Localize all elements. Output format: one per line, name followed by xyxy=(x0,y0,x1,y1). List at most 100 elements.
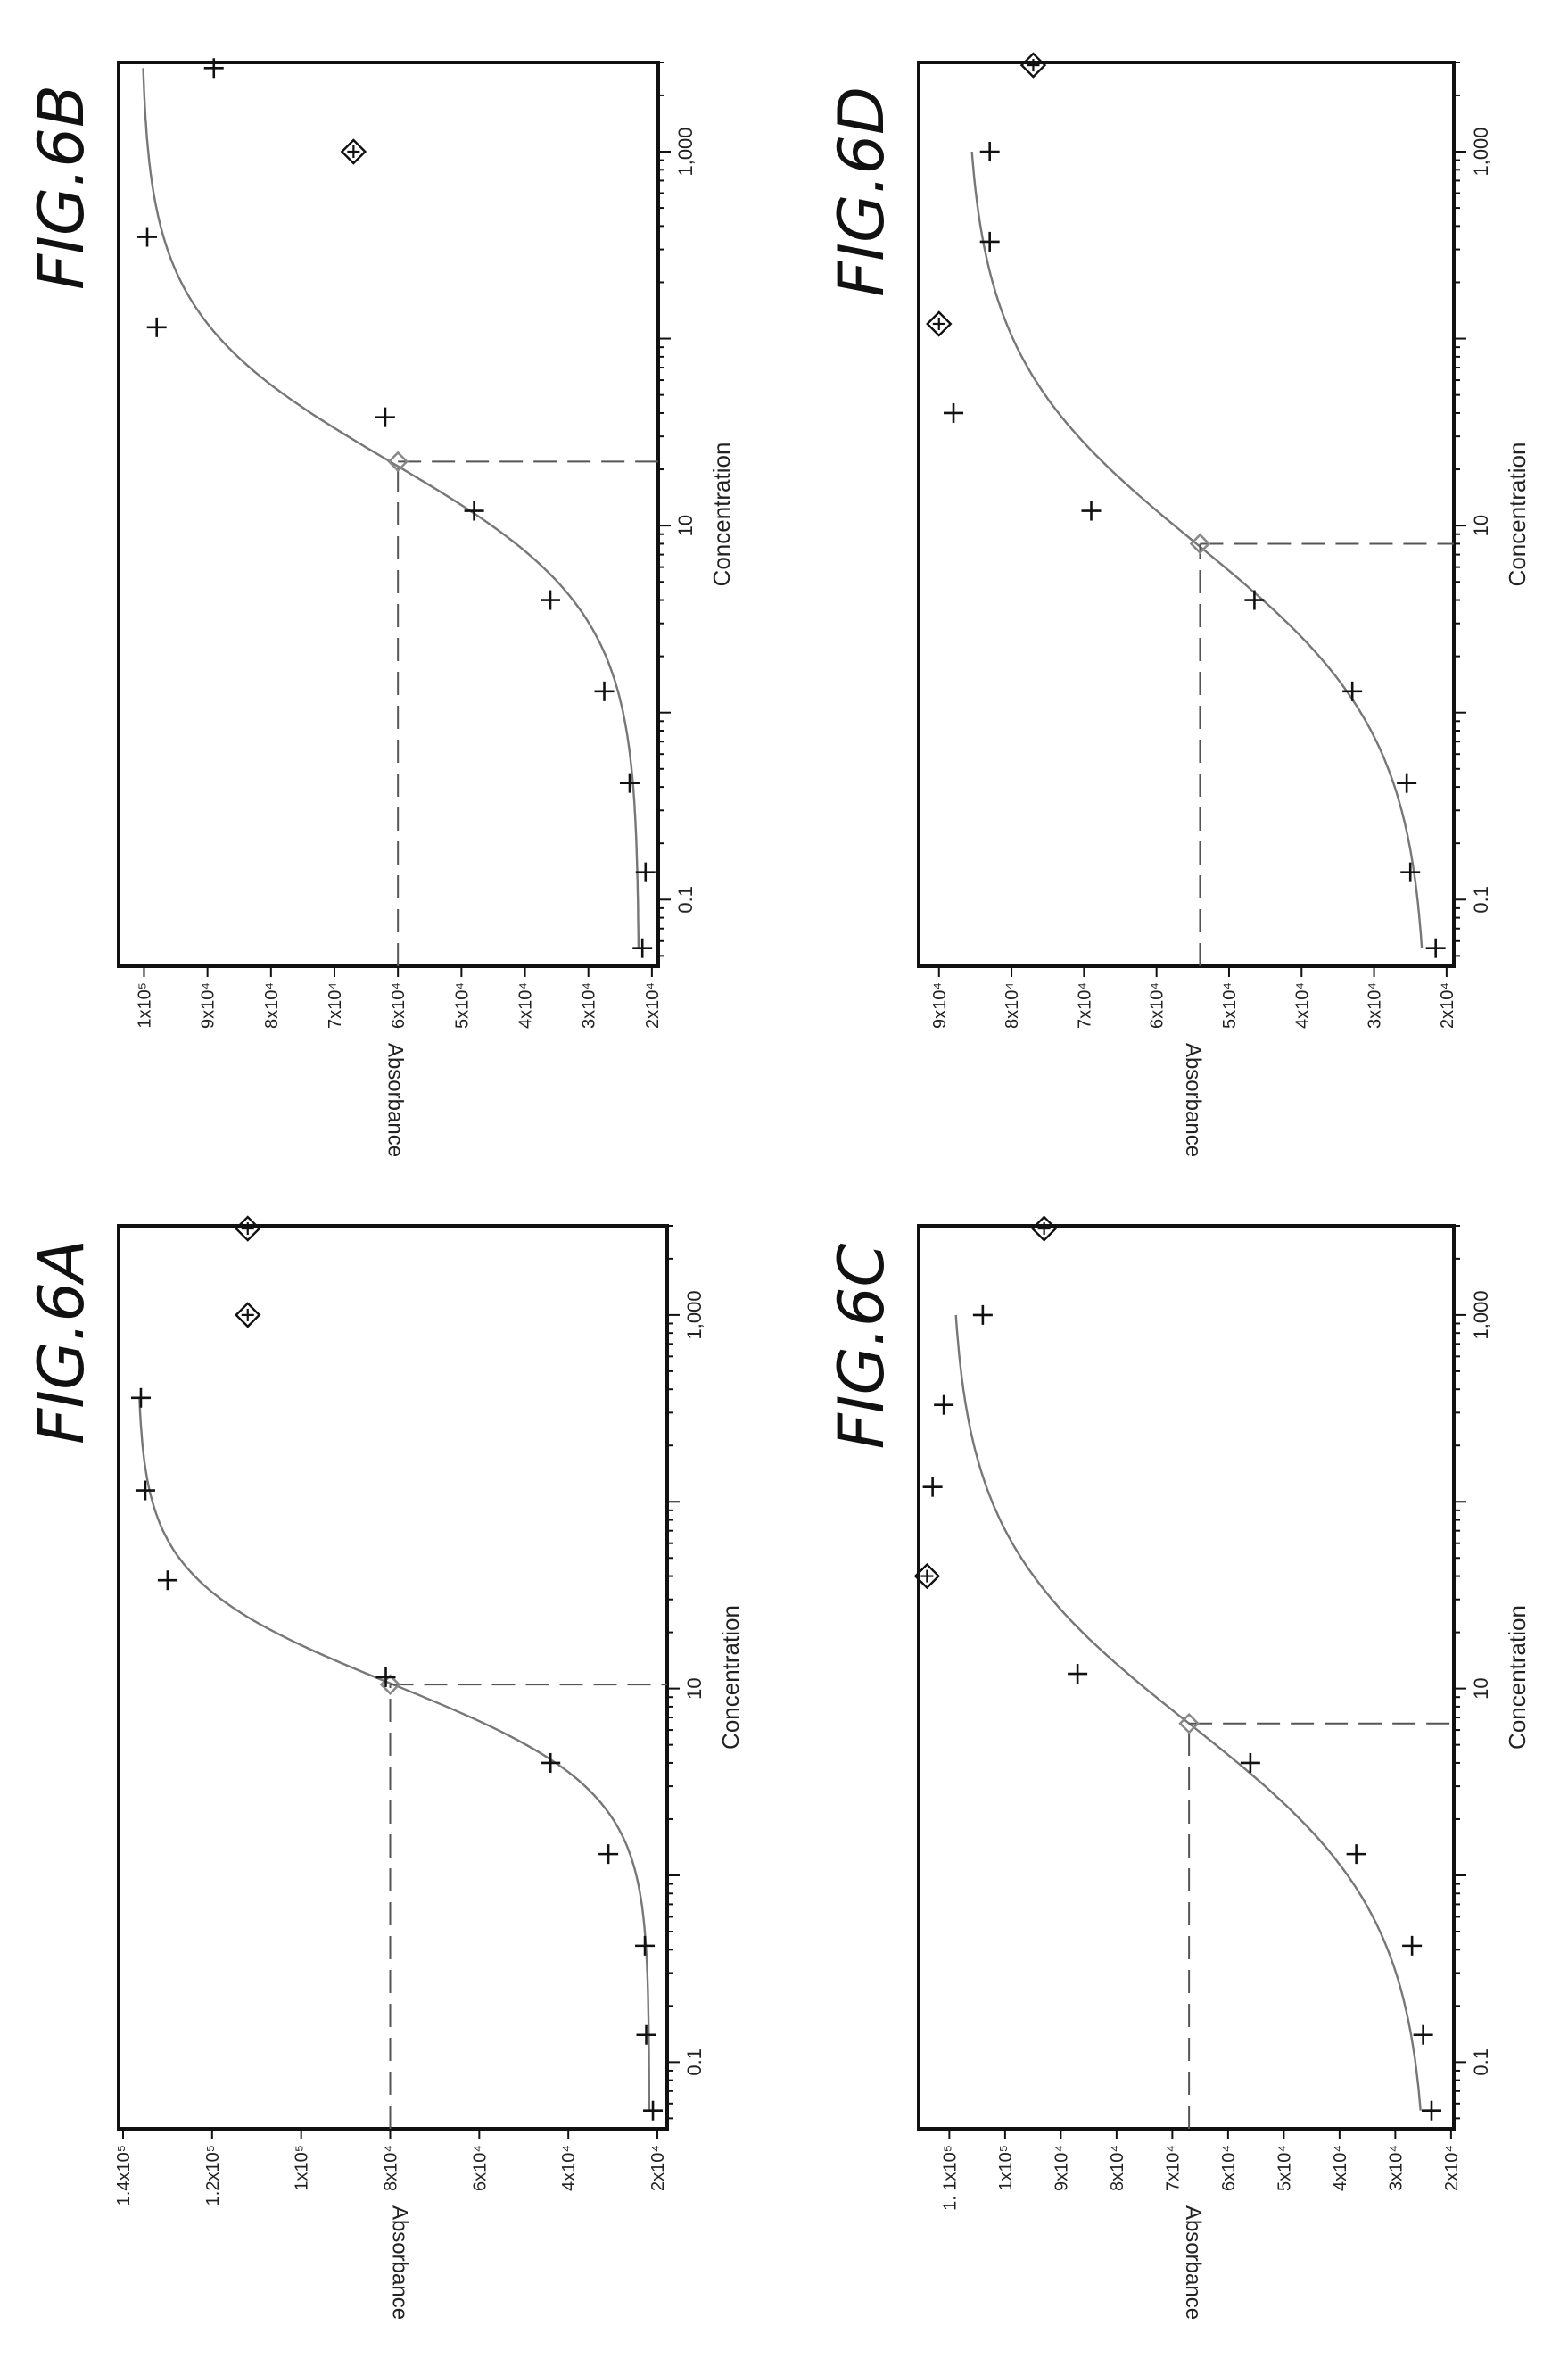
outlier-diamond xyxy=(340,138,367,165)
y-tick-label: 3x10⁴ xyxy=(1366,982,1385,1029)
y-tick-label: 1x10⁵ xyxy=(135,982,154,1029)
data-point xyxy=(541,1752,561,1773)
y-tick-label: 3x10⁴ xyxy=(580,982,599,1029)
y-tick-label: 7x10⁴ xyxy=(326,982,345,1029)
chart-6d: 2x10⁴ 3x10⁴ 4x10⁴ 5x10⁴ 6x10⁴ 7x10⁴ 8x10⁴ 9x10⁴… xyxy=(825,52,1531,1157)
plot-frame xyxy=(917,61,1456,968)
y-tick-label: 6x10⁴ xyxy=(470,2145,490,2191)
figure-label: FIG.6B xyxy=(25,85,98,290)
fit-curve xyxy=(142,68,640,948)
data-point xyxy=(1425,938,1446,958)
ec50-marker xyxy=(1189,533,1211,555)
y-tick-label: 1x10⁵ xyxy=(293,2145,312,2191)
y-tick-label: 1.4x10⁵ xyxy=(114,2145,134,2205)
outlier-point xyxy=(926,310,953,337)
data-point xyxy=(1068,1664,1088,1684)
x-tick-label: 0.1 xyxy=(1470,2048,1492,2076)
data-point xyxy=(541,590,560,610)
x-tick-label: 1,000 xyxy=(1470,1290,1492,1339)
data-point xyxy=(1402,1935,1423,1956)
data-point xyxy=(1244,590,1265,610)
ec50-marker xyxy=(379,1674,401,1695)
plot-frame xyxy=(117,1224,669,2131)
chart-6c: 2x10⁴ 3x10⁴ 4x10⁴ 5x10⁴ 6x10⁴ 7x10⁴ 8x10⁴ 9x10⁴… xyxy=(825,1215,1531,2320)
y-tick-label: 4x10⁴ xyxy=(1292,982,1312,1029)
figure-label: FIG.6A xyxy=(25,1239,98,1444)
data-point xyxy=(934,1394,954,1415)
data-point xyxy=(619,773,640,793)
data-point xyxy=(979,141,1000,161)
data-point xyxy=(137,227,158,247)
y-axis-label: Absorbance xyxy=(388,2205,412,2320)
y-tick-label: 7x10⁴ xyxy=(1075,982,1094,1029)
x-axis-label: Concentration xyxy=(717,1605,744,1750)
y-tick-label: 1x10⁵ xyxy=(996,2145,1016,2191)
x-tick-label: 10 xyxy=(1470,1677,1492,1699)
x-axis-label: Concentration xyxy=(1504,1605,1531,1750)
data-point xyxy=(944,402,964,423)
data-point xyxy=(1413,2024,1433,2045)
chart-6b: 2x10⁴ 3x10⁴ 4x10⁴ 5x10⁴ 6x10⁴ 7x10⁴ 8x10⁴ 9x10⁴… xyxy=(25,58,735,1157)
data-point xyxy=(1346,1844,1366,1865)
data-point xyxy=(643,2100,664,2121)
y-tick-label: 9x10⁴ xyxy=(199,982,219,1029)
x-tick-label: 0.1 xyxy=(1470,886,1492,914)
y-tick-label: 3x10⁴ xyxy=(1386,2145,1406,2191)
x-tick-label: 0.1 xyxy=(674,886,697,914)
x-tick-label: 0.1 xyxy=(683,2048,706,2076)
x-tick-label: 1,000 xyxy=(1470,127,1492,176)
y-tick-label: 9x10⁴ xyxy=(1052,2145,1071,2191)
y-tick-label: 2x10⁴ xyxy=(1438,982,1457,1029)
outlier-point xyxy=(913,1562,941,1590)
y-tick-label: 6x10⁴ xyxy=(1148,982,1168,1029)
outlier-diamond xyxy=(235,1302,261,1328)
x-tick-label: 1,000 xyxy=(674,127,697,176)
data-point xyxy=(1081,501,1102,521)
data-point xyxy=(979,231,1000,252)
chart-6a: 2x10⁴ 4x10⁴ 6x10⁴ 8x10⁴ 1x10⁵ 1.2x10⁵ 1.4x10⁵ 0… xyxy=(25,1215,744,2320)
outlier-diamond xyxy=(235,1215,261,1242)
data-point xyxy=(635,1935,656,1956)
outlier-diamond xyxy=(926,310,953,337)
y-axis-label: Absorbance xyxy=(1181,1043,1205,1157)
data-point xyxy=(598,1844,619,1865)
data-point xyxy=(1422,2100,1441,2121)
outlier-diamond xyxy=(1019,52,1047,79)
y-tick-label: 8x10⁴ xyxy=(1108,2145,1127,2191)
y-tick-label: 4x10⁴ xyxy=(559,2145,579,2191)
y-tick-label: 5x10⁴ xyxy=(452,982,472,1029)
data-point xyxy=(1397,773,1417,793)
y-tick-label: 1. 1x10⁵ xyxy=(940,2145,960,2211)
y-tick-label: 2x10⁴ xyxy=(648,2145,668,2191)
y-tick-label: 7x10⁴ xyxy=(1163,2145,1183,2191)
y-tick-label: 4x10⁴ xyxy=(1331,2145,1350,2191)
ec50-marker xyxy=(1178,1713,1200,1734)
data-point xyxy=(1400,862,1421,882)
outlier-diamond xyxy=(1030,1215,1058,1242)
plot-frame xyxy=(117,61,660,968)
x-tick-label: 10 xyxy=(674,515,697,536)
outlier-point xyxy=(340,138,367,165)
y-axis-label: Absorbance xyxy=(1181,2205,1205,2320)
y-tick-label: 6x10⁴ xyxy=(389,982,409,1029)
x-tick-label: 10 xyxy=(1470,515,1492,536)
data-point xyxy=(635,862,656,882)
y-tick-label: 8x10⁴ xyxy=(382,2145,401,2191)
data-point xyxy=(203,58,224,79)
data-point xyxy=(636,2024,656,2045)
data-point xyxy=(464,501,484,521)
outlier-point xyxy=(1030,1215,1058,1242)
data-point xyxy=(135,1480,155,1501)
fit-curve xyxy=(954,1314,1422,2111)
fit-curve xyxy=(138,1397,651,2111)
y-tick-label: 5x10⁴ xyxy=(1275,2145,1294,2191)
data-point xyxy=(1240,1752,1260,1773)
data-point xyxy=(594,681,615,701)
plot-frame xyxy=(917,1224,1456,2131)
x-axis-label: Concentration xyxy=(1504,443,1531,587)
data-point xyxy=(1342,681,1363,701)
outlier-point xyxy=(235,1302,261,1328)
y-tick-label: 5x10⁴ xyxy=(1220,982,1240,1029)
